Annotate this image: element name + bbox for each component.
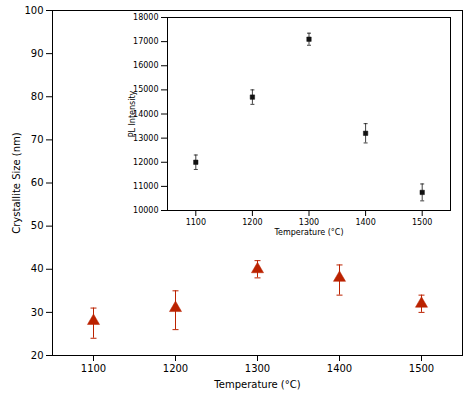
svg-text:10000: 10000 <box>133 206 158 215</box>
svg-text:1500: 1500 <box>409 363 434 374</box>
svg-text:90: 90 <box>31 48 44 59</box>
svg-text:50: 50 <box>31 220 44 231</box>
svg-text:Temperature (°C): Temperature (°C) <box>213 379 300 390</box>
svg-text:1200: 1200 <box>163 363 188 374</box>
svg-text:60: 60 <box>31 177 44 188</box>
svg-text:16000: 16000 <box>133 61 158 70</box>
svg-text:PL Intensity: PL Intensity <box>128 90 137 137</box>
svg-text:12000: 12000 <box>133 158 158 167</box>
svg-text:40: 40 <box>31 263 44 274</box>
svg-text:1400: 1400 <box>355 218 375 227</box>
svg-text:30: 30 <box>31 307 44 318</box>
svg-text:1500: 1500 <box>412 218 432 227</box>
svg-text:1400: 1400 <box>327 363 352 374</box>
svg-text:13000: 13000 <box>133 133 159 143</box>
svg-text:1100: 1100 <box>186 218 206 227</box>
svg-text:70: 70 <box>31 134 44 145</box>
svg-text:17000: 17000 <box>133 37 158 46</box>
svg-text:11000: 11000 <box>133 182 158 191</box>
svg-text:1300: 1300 <box>245 363 270 374</box>
svg-text:18000: 18000 <box>133 13 158 22</box>
svg-text:1100: 1100 <box>81 363 106 374</box>
svg-text:Temperature (°C): Temperature (°C) <box>273 228 343 237</box>
svg-text:15000: 15000 <box>133 85 159 95</box>
svg-text:100: 100 <box>24 5 43 16</box>
svg-text:1200: 1200 <box>242 218 262 227</box>
svg-text:Crystallite Size (nm): Crystallite Size (nm) <box>11 132 22 234</box>
svg-text:80: 80 <box>31 91 44 102</box>
svg-text:20: 20 <box>31 350 44 361</box>
svg-text:14000: 14000 <box>133 109 159 119</box>
svg-text:1300: 1300 <box>299 218 319 227</box>
